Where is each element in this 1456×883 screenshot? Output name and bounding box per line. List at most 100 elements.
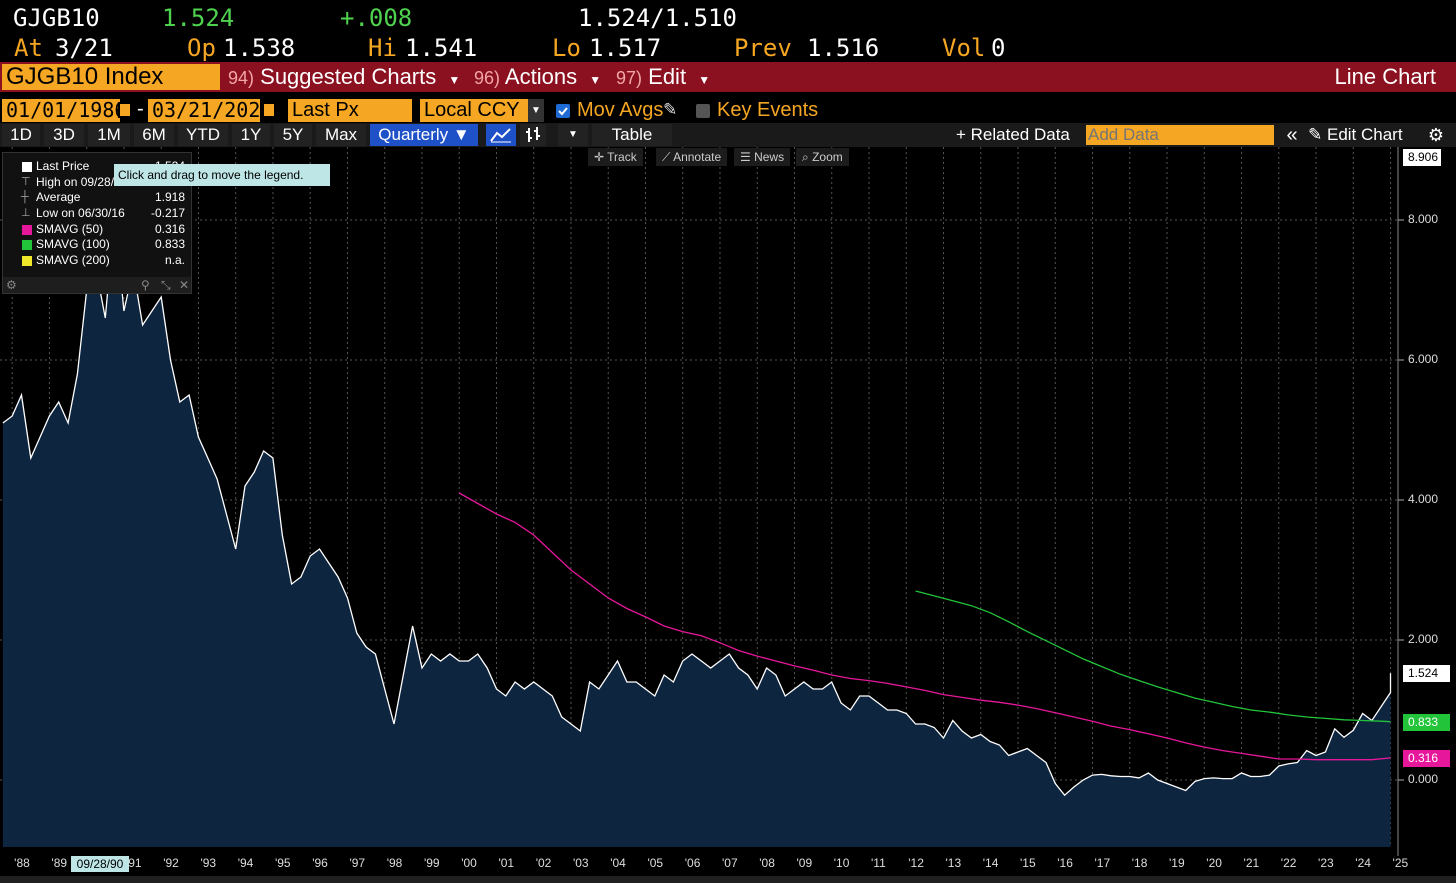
y-tick-marks [1398, 219, 1404, 781]
legend-row-smavg-100: SMAVG (100) 0.833 [3, 237, 191, 252]
last-price-line [2, 212, 1392, 797]
zoom-tool[interactable]: ⌕ Zoom [796, 148, 849, 166]
track-tool[interactable]: ✛ Track [588, 148, 643, 166]
calendar-icon[interactable] [262, 102, 276, 118]
x-tick-label: '23 [1318, 856, 1334, 870]
legend-row-smavg-200: SMAVG (200) n.a. [3, 253, 191, 268]
caret-down-icon: ▼ [698, 73, 711, 87]
period-1y-button[interactable]: 1Y [232, 124, 270, 146]
edit-chart-label: Edit Chart [1326, 125, 1403, 144]
close-icon[interactable]: ✕ [179, 278, 190, 292]
x-tick-label: '18 [1131, 856, 1148, 870]
y-tick-label: 4.000 [1408, 492, 1439, 506]
x-tick-label: '06 [684, 856, 701, 870]
x-tick-label: '21 [1243, 856, 1260, 870]
x-tick-label: '25 [1392, 856, 1409, 870]
x-tick-label: '02 [535, 856, 552, 870]
news-icon: ☰ [740, 150, 755, 164]
key-events-checkbox[interactable] [696, 104, 710, 118]
price-chart[interactable] [0, 147, 1456, 856]
bar-chart-icon[interactable] [520, 124, 546, 146]
menu-label: Suggested Charts [260, 64, 437, 89]
security-field[interactable]: GJGB10 Index [2, 64, 220, 90]
low-marker-icon: ⊥ [21, 207, 31, 219]
chart-type-dropdown-icon[interactable]: ▼ [558, 124, 588, 146]
minimize-icon[interactable]: ⤡ [161, 278, 171, 292]
price-change: +.008 [340, 4, 413, 32]
legend-value: n.a. [164, 253, 185, 267]
news-tool[interactable]: ☰ News [734, 148, 791, 166]
end-date-field[interactable]: 03/21/2025 [148, 99, 272, 122]
period-1d-button[interactable]: 1D [2, 124, 40, 146]
low-label: Lo [552, 34, 581, 62]
price-field-select[interactable]: Last Px [288, 99, 412, 122]
x-tick-label: '12 [908, 856, 924, 870]
y-axis-max-label: 8.906 [1403, 149, 1441, 166]
legend-row-smavg-50: SMAVG (50) 0.316 [3, 222, 191, 237]
x-tick-label: '07 [721, 856, 738, 870]
x-tick-label: '97 [349, 856, 366, 870]
period-3d-button[interactable]: 3D [44, 124, 84, 146]
related-data-button[interactable]: + Related Data [956, 125, 1070, 144]
x-tick-label: '99 [423, 856, 440, 870]
key-events-label: Key Events [717, 99, 819, 121]
highlighted-date-label: 09/28/90 [71, 856, 129, 872]
x-tick-label: '03 [572, 856, 589, 870]
legend-swatch [22, 162, 32, 172]
pin-icon[interactable]: ⚲ [141, 278, 150, 292]
gear-icon[interactable]: ⚙ [6, 278, 17, 292]
frequency-select[interactable]: Quarterly ▼ [370, 124, 478, 146]
period-max-button[interactable]: Max [316, 124, 366, 146]
pencil-icon[interactable]: ✎ [663, 100, 678, 119]
x-tick-label: '93 [200, 856, 217, 870]
period-1m-button[interactable]: 1M [88, 124, 130, 146]
legend-tooltip: Click and drag to move the legend. [114, 164, 330, 186]
legend-row-average: ┼ Average 1.918 [3, 190, 191, 205]
smavg-50-badge: 0.316 [1403, 749, 1450, 767]
open-label: Op [187, 34, 216, 62]
tool-label: News [754, 150, 785, 164]
caret-down-icon: ▼ [589, 73, 602, 87]
at-value: 3/21 [55, 34, 113, 62]
low-value: 1.517 [589, 34, 662, 62]
period-5y-button[interactable]: 5Y [274, 124, 312, 146]
x-tick-label: '17 [1094, 856, 1111, 870]
table-button[interactable]: Table [592, 124, 672, 146]
chart-type-title: Line Chart [1334, 64, 1436, 89]
legend-row-low: ⊥ Low on 06/30/16 -0.217 [3, 206, 191, 221]
start-date-field[interactable]: 01/01/1986 [2, 99, 126, 122]
suggested-charts-menu[interactable]: 94) Suggested Charts ▼ [222, 64, 464, 90]
line-chart-icon[interactable] [486, 124, 516, 146]
high-value: 1.541 [405, 34, 478, 62]
legend-swatch [22, 240, 32, 250]
actions-menu[interactable]: 96) Actions ▼ [468, 64, 606, 90]
tool-label: Annotate [673, 150, 722, 164]
period-ytd-button[interactable]: YTD [178, 124, 228, 146]
horizontal-scrollbar[interactable] [0, 876, 1456, 883]
calendar-icon[interactable] [118, 102, 132, 118]
x-tick-label: '14 [982, 856, 999, 870]
menu-label: Actions [504, 64, 578, 89]
gear-icon[interactable]: ⚙ [1427, 125, 1445, 145]
x-tick-label: '09 [796, 856, 813, 870]
add-data-input[interactable] [1086, 125, 1274, 145]
period-6m-button[interactable]: 6M [134, 124, 174, 146]
x-tick-label: '20 [1206, 856, 1222, 870]
annotate-tool[interactable]: ⟋ Annotate [656, 148, 728, 166]
y-tick-label: 6.000 [1408, 352, 1439, 366]
tool-label: Track [607, 150, 637, 164]
mov-avgs-checkbox[interactable] [556, 104, 570, 118]
edit-chart-button[interactable]: ✎ Edit Chart [1308, 124, 1418, 146]
legend-swatch [22, 256, 32, 266]
legend-value: -0.217 [150, 206, 185, 220]
edit-menu[interactable]: 97) Edit ▼ [610, 64, 714, 90]
currency-dropdown-icon[interactable]: ▼ [528, 99, 544, 122]
x-tick-label: '05 [647, 856, 664, 870]
currency-select[interactable]: Local CCY [420, 99, 528, 122]
collapse-button[interactable]: « [1286, 124, 1298, 146]
legend-key: High on 09/28/90 [36, 175, 128, 189]
smavg-100-line [915, 590, 1391, 723]
x-tick-label: '24 [1355, 856, 1371, 870]
open-value: 1.538 [223, 34, 296, 62]
last-price-badge: 1.524 [1403, 665, 1450, 683]
